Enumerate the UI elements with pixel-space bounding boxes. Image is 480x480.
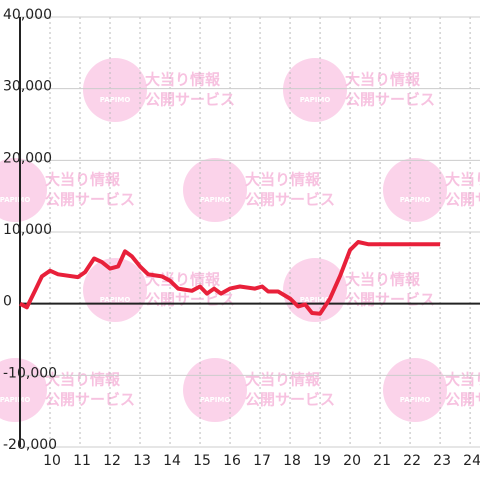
x-tick-label: 12 — [103, 453, 121, 469]
x-tick-label: 10 — [43, 453, 61, 469]
watermark-text: 公開サービス — [245, 391, 335, 409]
watermark-logo: PAPIMO — [200, 196, 231, 204]
x-tick-label: 22 — [403, 453, 421, 469]
watermark-logo: PAPIMO — [100, 296, 131, 304]
watermark-circle — [83, 258, 147, 322]
watermark-text: 大当り情報 — [145, 271, 221, 289]
watermark-text: 大当り情報 — [45, 171, 121, 189]
y-tick-label: 40,000 — [3, 7, 52, 23]
y-tick-label: 30,000 — [3, 79, 52, 95]
y-tick-label: 0 — [3, 294, 12, 310]
watermark-text: 公開サービス — [345, 91, 435, 109]
x-tick-label: 14 — [163, 453, 181, 469]
x-tick-label: 23 — [433, 453, 451, 469]
watermark-logo: PAPIMO — [400, 196, 431, 204]
watermark-circle — [183, 158, 247, 222]
watermark-text: 大当り情報 — [245, 171, 321, 189]
watermark-circle — [0, 358, 47, 422]
x-tick-label: 24 — [463, 453, 480, 469]
x-tick-label: 21 — [373, 453, 391, 469]
watermark-text: 公開サービス — [45, 391, 135, 409]
x-tick-label: 17 — [253, 453, 271, 469]
watermark-circle — [283, 58, 347, 122]
x-tick-label: 11 — [73, 453, 91, 469]
watermark-logo: PAPIMO — [300, 96, 331, 104]
watermark-text: 大当り情報 — [445, 371, 480, 389]
watermark-circle — [383, 358, 447, 422]
y-tick-label: -10,000 — [3, 365, 57, 381]
x-tick-label: 18 — [283, 453, 301, 469]
x-tick-label: 19 — [313, 453, 331, 469]
line — [19, 240, 441, 316]
watermark-circle — [183, 358, 247, 422]
watermark-logo: PAPIMO — [0, 396, 30, 404]
watermark-logo: PAPIMO — [0, 196, 30, 204]
watermark-text: 公開サービス — [445, 191, 480, 209]
y-tick-label: 20,000 — [3, 150, 52, 166]
watermark-circle — [83, 58, 147, 122]
watermark-logo: PAPIMO — [300, 296, 331, 304]
watermark-text: 大当り情報 — [445, 171, 480, 189]
watermark-text: 公開サービス — [145, 91, 235, 109]
watermark-circle — [383, 158, 447, 222]
x-tick-label: 16 — [223, 453, 241, 469]
watermark-logo: PAPIMO — [400, 396, 431, 404]
watermark-text: 公開サービス — [245, 191, 335, 209]
x-tick-label: 15 — [193, 453, 211, 469]
watermark-circle — [0, 158, 47, 222]
watermark-text: 大当り情報 — [145, 71, 221, 89]
watermark-text: 大当り情報 — [345, 271, 421, 289]
x-tick-label: 20 — [343, 453, 361, 469]
watermark-logo: PAPIMO — [200, 396, 231, 404]
y-tick-label: -20,000 — [3, 437, 57, 453]
x-tick-label: 13 — [133, 453, 151, 469]
watermark-text: 公開サービス — [445, 391, 480, 409]
y-tick-label: 10,000 — [3, 222, 52, 238]
watermark-text: 大当り情報 — [345, 71, 421, 89]
watermark-text: 公開サービス — [345, 291, 435, 309]
watermark-logo: PAPIMO — [100, 96, 131, 104]
watermark-text: 大当り情報 — [245, 371, 321, 389]
watermark-text: 公開サービス — [45, 191, 135, 209]
